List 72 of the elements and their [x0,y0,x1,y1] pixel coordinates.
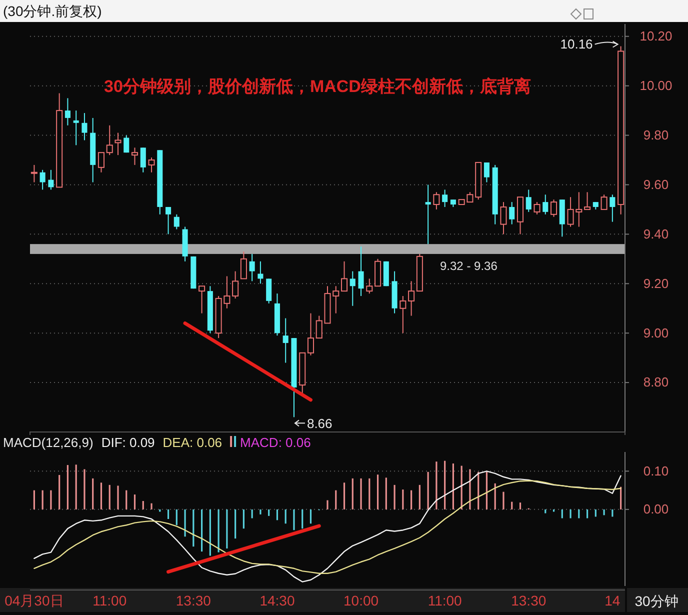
candlestick [73,110,79,146]
candlestick [240,250,247,280]
candlestick [600,194,608,210]
y-tick-label: 9.40 [643,226,669,242]
candlestick [282,318,288,364]
candlestick [174,214,180,230]
x-tick-label: 04月30日 [4,592,64,609]
candlestick [249,253,255,282]
candlestick [258,260,264,284]
candlestick [408,280,415,316]
candlestick [307,312,314,356]
y-tick-label: 10.00 [640,78,672,93]
legend-label: MACD: 0.06 [240,435,311,450]
candlestick [40,169,46,190]
x-tick-label: 11:00 [92,592,127,609]
candlestick [148,157,155,173]
y-tick-label: 10.20 [640,28,672,44]
band-label: 9.32 - 9.36 [440,258,498,273]
chart-title: MACD(12,26,9) [3,435,94,450]
candlestick [534,202,540,215]
text: DEA: 0.06 [162,435,222,450]
candlestick [509,202,515,225]
candlestick [425,184,431,245]
candlestick [232,270,239,299]
y-tick-label: 9.80 [643,127,669,142]
x-tick-label: 14 [604,592,620,609]
candlestick [340,260,348,292]
candlestick [442,189,448,208]
text: 30分钟 [634,593,678,609]
y-tick-label: 0.10 [643,463,669,478]
x-tick-label: 13:30 [511,592,546,609]
candlestick [131,147,138,166]
candlestick [48,169,54,190]
candlestick [198,286,206,314]
candlestick [584,192,591,210]
line-series [34,480,622,574]
candlestick [350,270,356,306]
line-series [34,470,622,582]
candlestick [98,152,104,173]
candlestick [266,278,272,304]
annotation: 8.66 [306,416,332,432]
candlestick [400,296,406,334]
candlestick [610,194,616,222]
x-tick-label: 10:00 [344,592,379,609]
x-tick-label: 11:00 [428,592,462,609]
candlestick [500,202,507,235]
y-tick-label: 8.80 [643,374,669,390]
x-tick-label: 14:30 [260,592,295,609]
candlestick [124,134,130,154]
candlestick [106,124,113,156]
candlestick [484,162,490,183]
annotation: 30分钟级别，股价创新低，MACD绿柱不创新低，底背离 [104,77,531,96]
candlestick [166,206,172,235]
candlestick [542,194,548,215]
chart-title: (30分钟.前复权) [3,3,102,19]
y-tick-label: 9.20 [643,276,669,291]
y-tick-label: 0.00 [643,502,669,517]
candlestick [140,147,146,173]
candlestick [366,278,373,294]
candlestick [550,199,558,218]
candlestick [114,132,122,156]
candlestick [526,189,532,212]
candlestick [30,164,38,183]
candlestick [358,246,364,296]
y-tick-label: 9.00 [643,325,669,340]
x-tick-label: 13:30 [176,592,212,609]
y-tick-label: 9.60 [643,176,669,192]
text: DIF: 0.09 [101,435,155,450]
candlestick [82,112,88,141]
candlestick [64,98,70,126]
candlestick [433,192,440,210]
annotation: 10.16 [560,36,593,52]
